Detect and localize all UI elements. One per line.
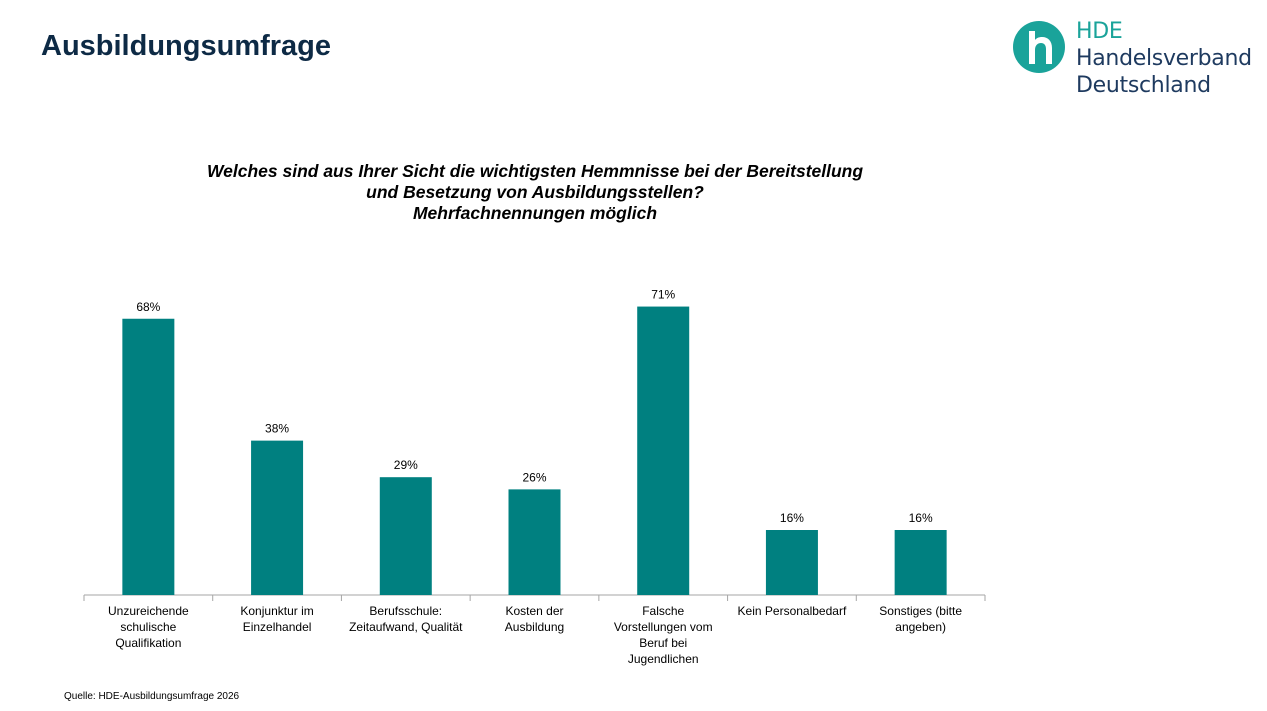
chart-title: Welches sind aus Ihrer Sicht die wichtig… xyxy=(120,161,950,224)
data-label: 26% xyxy=(522,470,546,484)
data-label: 16% xyxy=(909,511,933,525)
category-label: Kosten der xyxy=(505,604,563,618)
category-label: Einzelhandel xyxy=(243,620,312,634)
category-label: Falsche xyxy=(642,604,684,618)
bar xyxy=(894,530,947,595)
category-label: Qualifikation xyxy=(115,636,181,650)
category-label: schulische xyxy=(120,620,176,634)
data-label: 38% xyxy=(265,422,289,436)
category-label: Ausbildung xyxy=(505,620,564,634)
chart-title-line-3: Mehrfachnennungen möglich xyxy=(412,203,658,223)
bar xyxy=(765,530,818,595)
category-label: Jugendlichen xyxy=(628,652,699,666)
category-label: Berufsschule: xyxy=(369,604,442,618)
bar xyxy=(122,318,175,595)
category-label: Beruf bei xyxy=(639,636,687,650)
bar xyxy=(637,306,690,595)
data-label: 71% xyxy=(651,288,675,302)
bar xyxy=(508,489,561,595)
category-label: Konjunktur im xyxy=(240,604,313,618)
category-label: angeben) xyxy=(895,620,946,634)
logo-line-deutschland: Deutschland xyxy=(1076,73,1211,98)
chart-title-line-1: Welches sind aus Ihrer Sicht die wichtig… xyxy=(206,161,864,181)
page-title: Ausbildungsumfrage xyxy=(41,30,332,62)
bar xyxy=(379,477,432,595)
category-label: Sonstiges (bitte xyxy=(879,604,962,618)
category-label: Kein Personalbedarf xyxy=(738,604,847,618)
logo-line-handelsverband: Handelsverband xyxy=(1076,46,1252,71)
chart-title-line-2: und Besetzung von Ausbildungsstellen? xyxy=(366,182,704,202)
data-label: 68% xyxy=(136,300,160,314)
hde-logo: HDE Handelsverband Deutschland xyxy=(1010,18,1260,108)
category-label: Zeitaufwand, Qualität xyxy=(349,620,463,634)
data-label: 16% xyxy=(780,511,804,525)
bar xyxy=(251,440,304,595)
logo-line-hde: HDE xyxy=(1076,19,1123,44)
logo-text: HDE Handelsverband Deutschland xyxy=(1076,18,1252,99)
source-note: Quelle: HDE-Ausbildungsumfrage 2026 xyxy=(64,691,240,702)
category-label: Vorstellungen vom xyxy=(614,620,713,634)
hde-logo-icon xyxy=(1013,21,1065,73)
category-label: Unzureichende xyxy=(108,604,189,618)
data-label: 29% xyxy=(394,458,418,472)
